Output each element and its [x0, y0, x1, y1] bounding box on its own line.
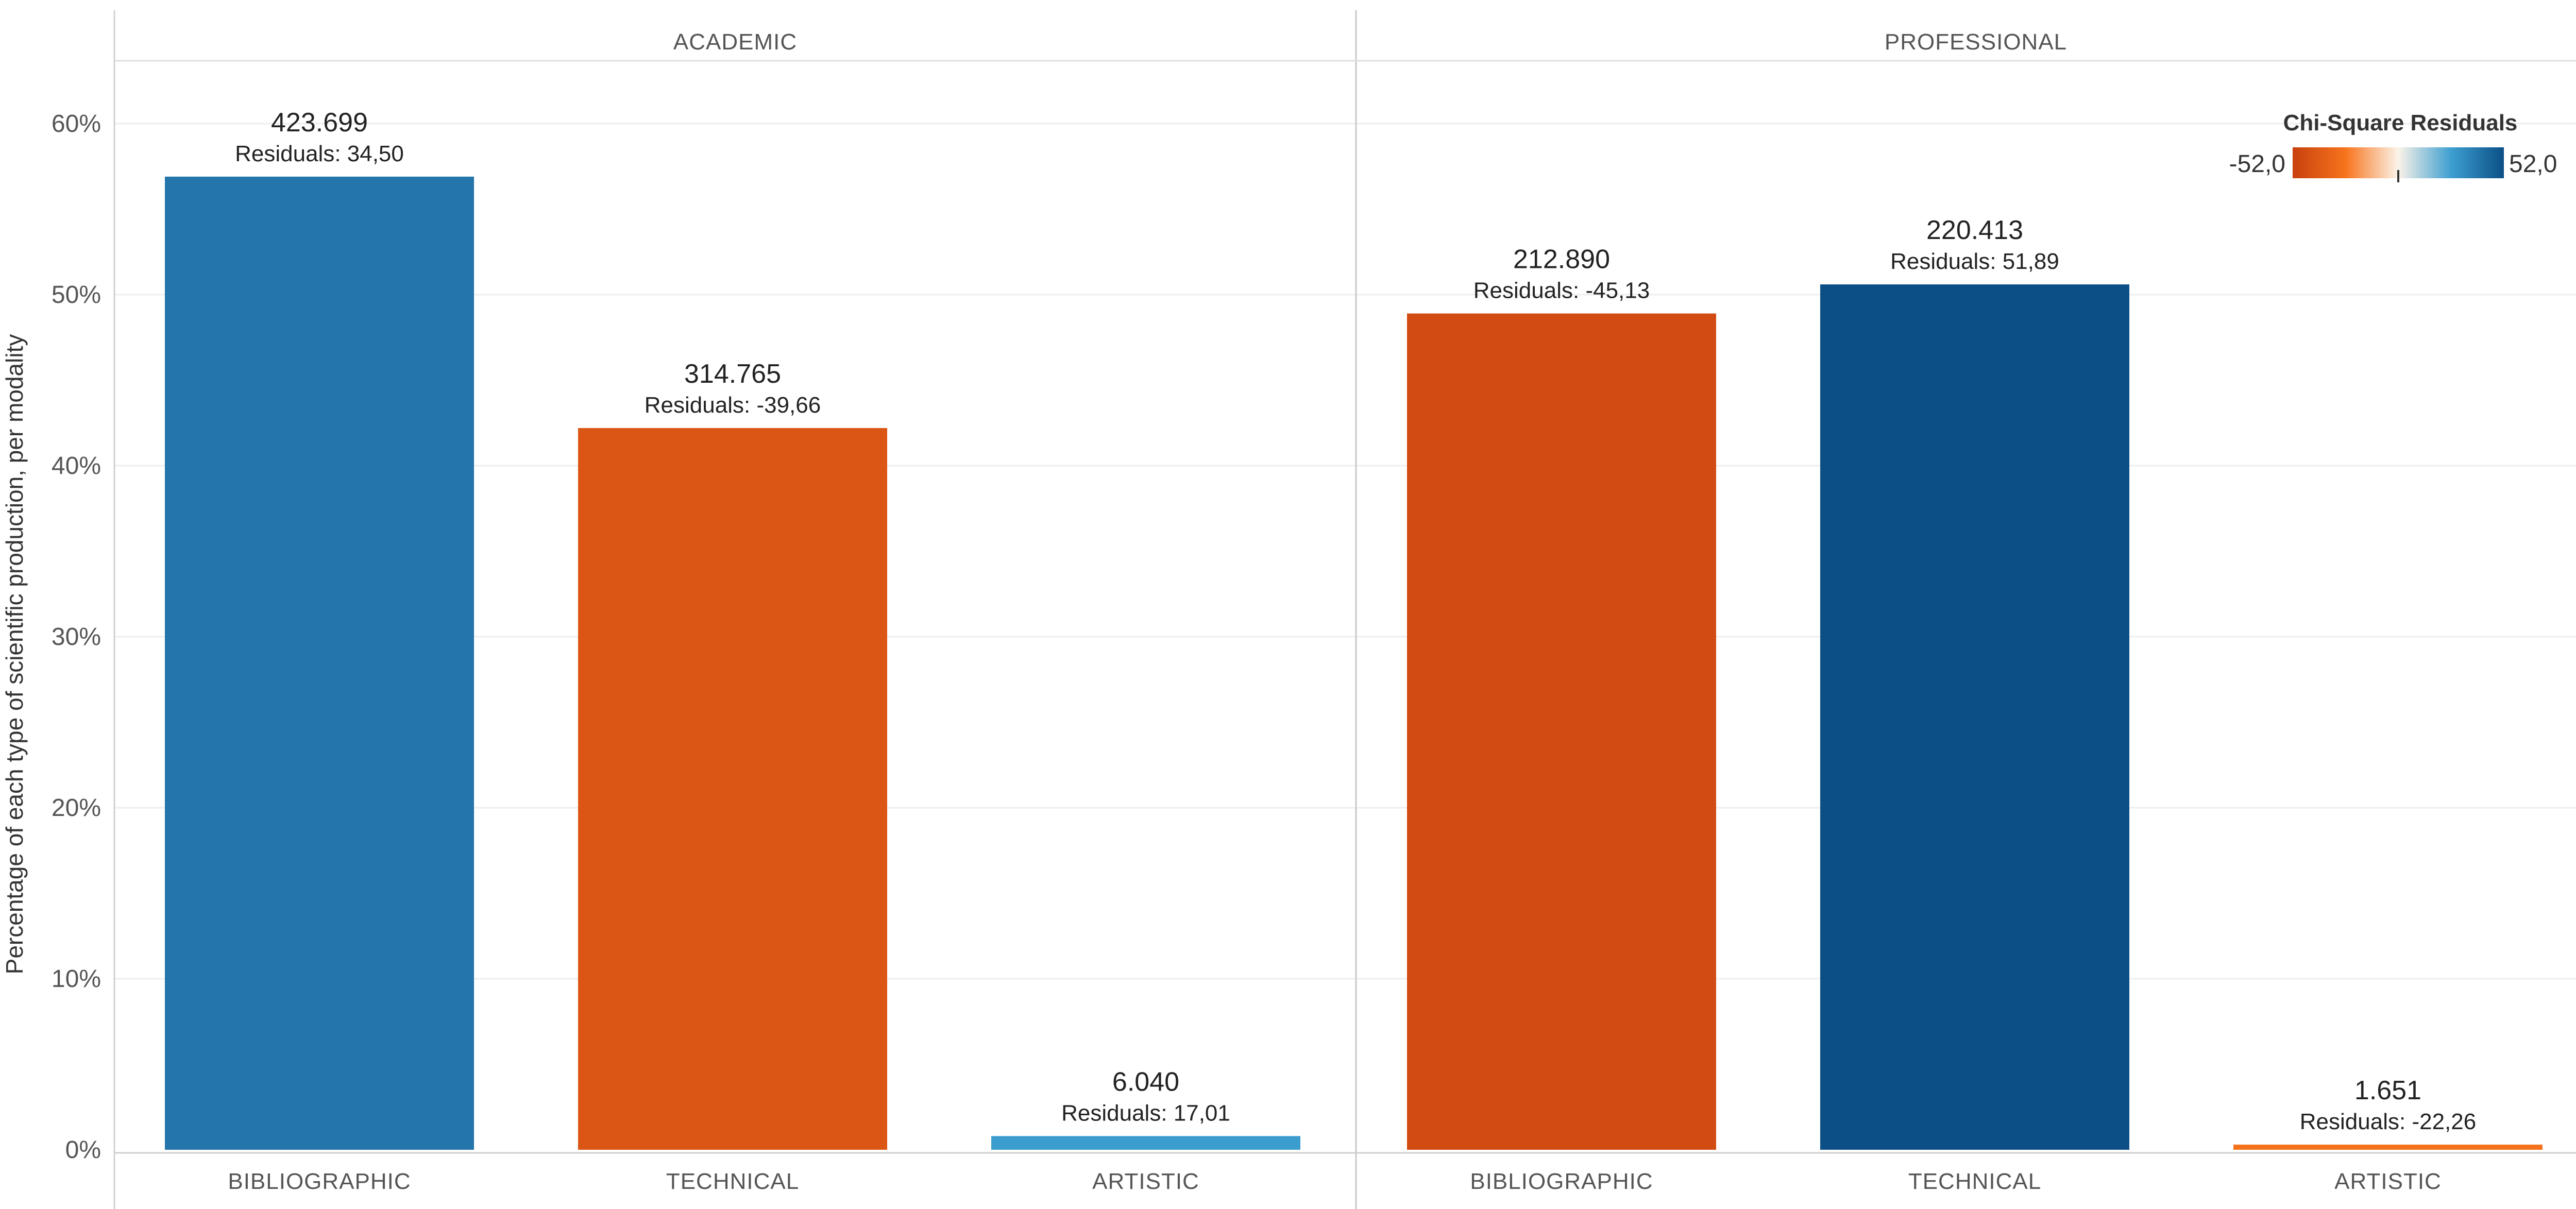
- count-label: 212.890: [1513, 245, 1610, 275]
- legend-max-label: 52,0: [2509, 150, 2557, 178]
- y-tick-label: 40%: [52, 452, 101, 480]
- y-axis-label: Percentage of each type of scientific pr…: [1, 334, 28, 975]
- count-label: 6.040: [1112, 1067, 1179, 1097]
- y-tick-label: 20%: [52, 794, 101, 822]
- bar-academic-technical: [578, 428, 887, 1150]
- category-label: TECHNICAL: [1908, 1169, 2041, 1194]
- category-label: TECHNICAL: [666, 1169, 799, 1194]
- category-label: BIBLIOGRAPHIC: [228, 1169, 411, 1194]
- y-tick-label: 10%: [52, 965, 101, 993]
- count-label: 314.765: [684, 359, 781, 389]
- legend-min-label: -52,0: [2229, 150, 2285, 178]
- gridlines: [114, 123, 2576, 980]
- y-tick-label: 30%: [52, 623, 101, 651]
- legend-title: Chi-Square Residuals: [2283, 110, 2518, 135]
- y-tick-label: 50%: [52, 281, 101, 309]
- bar-professional-bibliographic: [1407, 313, 1716, 1150]
- y-tick-labels: 0% 10% 20% 30% 40% 50% 60%: [52, 110, 101, 1164]
- residual-label: Residuals: 34,50: [235, 141, 404, 166]
- bar-academic-bibliographic: [165, 176, 474, 1150]
- bar-academic-artistic: [991, 1136, 1300, 1150]
- category-label: ARTISTIC: [2334, 1169, 2442, 1194]
- residual-label: Residuals: 51,89: [1890, 249, 2059, 274]
- bar-professional-technical: [1820, 284, 2129, 1150]
- panel-header-academic: ACADEMIC: [673, 29, 797, 55]
- bars: [165, 176, 2543, 1150]
- residual-label: Residuals: 17,01: [1061, 1100, 1230, 1126]
- bar-professional-artistic: [2233, 1145, 2543, 1150]
- residual-label: Residuals: -45,13: [1473, 278, 1650, 303]
- panel-header-professional: PROFESSIONAL: [1885, 29, 2067, 55]
- y-tick-label: 60%: [52, 110, 101, 138]
- category-label: ARTISTIC: [1092, 1169, 1199, 1194]
- count-label: 423.699: [271, 108, 368, 138]
- bar-labels: Residuals: 34,50 423.699 Residuals: -39,66…: [235, 108, 2476, 1134]
- axes: [113, 10, 2576, 1209]
- x-category-labels: BIBLIOGRAPHIC TECHNICAL ARTISTIC BIBLIOGRAP…: [228, 1169, 2441, 1194]
- count-label: 220.413: [1926, 215, 2023, 245]
- y-tick-label: 0%: [65, 1136, 101, 1164]
- panel-headers: ACADEMIC PROFESSIONAL: [673, 29, 2067, 55]
- color-legend: Chi-Square Residuals -52,0 52,0: [2229, 110, 2557, 182]
- count-label: 1.651: [2354, 1076, 2421, 1105]
- residual-label: Residuals: -22,26: [2300, 1109, 2476, 1134]
- residual-label: Residuals: -39,66: [645, 393, 821, 418]
- category-label: BIBLIOGRAPHIC: [1470, 1169, 1653, 1194]
